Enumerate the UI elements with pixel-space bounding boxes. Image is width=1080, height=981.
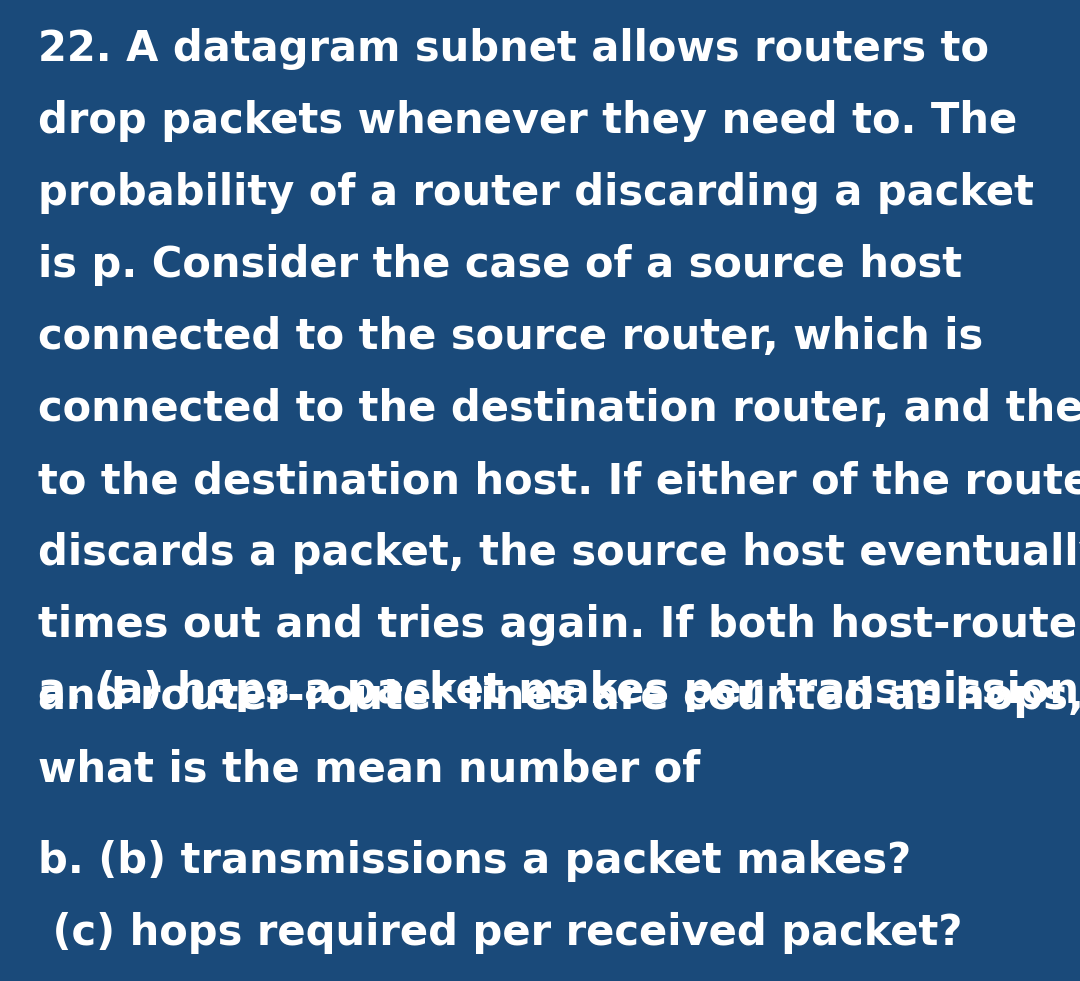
Text: probability of a router discarding a packet: probability of a router discarding a pac… bbox=[38, 172, 1034, 214]
Text: what is the mean number of: what is the mean number of bbox=[38, 748, 700, 790]
Text: to the destination host. If either of the routers: to the destination host. If either of th… bbox=[38, 460, 1080, 502]
Text: and router-router lines are counted as hops,: and router-router lines are counted as h… bbox=[38, 676, 1080, 718]
Text: times out and tries again. If both host-router: times out and tries again. If both host-… bbox=[38, 604, 1080, 646]
Text: 22. A datagram subnet allows routers to: 22. A datagram subnet allows routers to bbox=[38, 28, 989, 70]
Text: connected to the source router, which is: connected to the source router, which is bbox=[38, 316, 983, 358]
Text: is p. Consider the case of a source host: is p. Consider the case of a source host bbox=[38, 244, 962, 286]
Text: b. (b) transmissions a packet makes?: b. (b) transmissions a packet makes? bbox=[38, 840, 912, 882]
Text: connected to the destination router, and then: connected to the destination router, and… bbox=[38, 388, 1080, 430]
Text: drop packets whenever they need to. The: drop packets whenever they need to. The bbox=[38, 100, 1017, 142]
Text: (c) hops required per received packet?: (c) hops required per received packet? bbox=[38, 912, 962, 954]
Text: a. (a) hops a packet makes per transmission?: a. (a) hops a packet makes per transmiss… bbox=[38, 670, 1080, 712]
Text: discards a packet, the source host eventually: discards a packet, the source host event… bbox=[38, 532, 1080, 574]
